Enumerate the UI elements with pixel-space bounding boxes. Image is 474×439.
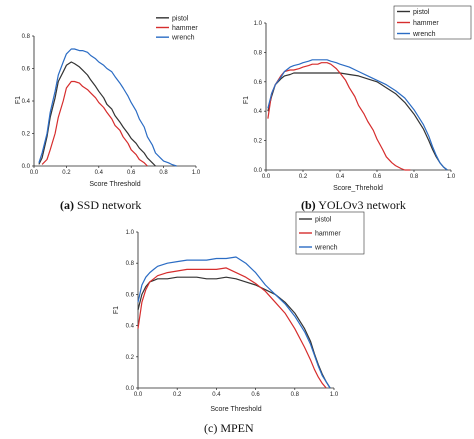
caption-b: (b) YOLOv3 network xyxy=(301,198,406,213)
chart-2-legend-label-wrench: wrench xyxy=(314,245,338,252)
chart-ssd: 0.0 0.2 0.4 0.6 0.8 1.0 0.0 0.2 0.4 0.6 0.8 Score T… xyxy=(15,15,201,188)
chart-1-xtick-label: 1.0 xyxy=(447,174,456,180)
chart-0-xtick-label: 1.0 xyxy=(192,170,201,176)
chart-2-xtick-label: 1.0 xyxy=(330,392,339,398)
chart-0-series-pistol xyxy=(38,61,156,167)
chart-1-legend-label-pistol: pistol xyxy=(413,9,430,16)
chart-1-ytick-label: 0.0 xyxy=(254,168,263,174)
caption-b-letter: (b) xyxy=(301,198,316,212)
chart-1-ytick-label: 0.4 xyxy=(254,109,263,115)
caption-a: (a) SSD network xyxy=(60,198,141,213)
chart-0-ytick-label: 0.4 xyxy=(22,99,31,105)
chart-1-series-pistol xyxy=(267,72,448,171)
chart-1-xlabel: Score_Threhold xyxy=(333,185,383,192)
caption-c: (c) MPEN xyxy=(204,421,254,436)
chart-1-xtick-label: 0.8 xyxy=(410,174,419,180)
chart-0-xlabel: Score Threshold xyxy=(89,181,140,188)
chart-2-xtick-label: 0.6 xyxy=(251,392,260,398)
chart-0-xtick-label: 0.0 xyxy=(30,170,39,176)
chart-1-ytick-label: 0.8 xyxy=(254,50,263,56)
chart-2-ytick-label: 0.4 xyxy=(126,324,135,330)
chart-0-series-hammer xyxy=(41,80,148,167)
chart-0-xtick-label: 0.2 xyxy=(62,170,71,176)
chart-0-ytick-label: 0.8 xyxy=(22,34,31,40)
chart-2-legend-label-hammer: hammer xyxy=(315,231,341,238)
caption-a-text: SSD network xyxy=(74,198,142,212)
chart-1-ylabel: F1 xyxy=(243,96,250,104)
chart-1-legend-label-wrench: wrench xyxy=(412,31,436,38)
chart-0-ytick-label: 0.2 xyxy=(22,132,31,138)
chart-2-xtick-label: 0.8 xyxy=(291,392,300,398)
chart-0-xtick-label: 0.4 xyxy=(95,170,104,176)
chart-2-xlabel: Score Threshold xyxy=(210,406,261,413)
chart-yolov3: 0.0 0.2 0.4 0.6 0.8 1.0 0.0 0.2 0.4 0.6 0.8 1.0 Scor… xyxy=(243,5,472,192)
chart-2-series-pistol xyxy=(137,276,331,389)
chart-1-series-wrench xyxy=(267,59,448,171)
chart-2-ytick-label: 0.6 xyxy=(126,292,135,298)
chart-1-ytick-label: 1.0 xyxy=(254,21,263,27)
chart-0-series-wrench xyxy=(38,48,177,167)
chart-2-ytick-label: 0.2 xyxy=(126,355,135,361)
chart-1-xtick-label: 0.4 xyxy=(336,174,345,180)
chart-0-ytick-label: 0.0 xyxy=(22,164,31,170)
chart-0-legend-label-pistol: pistol xyxy=(172,15,189,22)
chart-2-series-wrench xyxy=(137,256,331,389)
chart-0-xtick-label: 0.6 xyxy=(127,170,136,176)
chart-0-ytick-label: 0.6 xyxy=(22,67,31,73)
chart-0-xtick-label: 0.8 xyxy=(159,170,168,176)
caption-c-text: (c) MPEN xyxy=(204,421,254,435)
chart-2-ytick-label: 0.8 xyxy=(126,261,135,267)
chart-0-legend-label-hammer: hammer xyxy=(172,25,198,32)
chart-2-ylabel: F1 xyxy=(113,306,120,314)
chart-1-series-hammer xyxy=(267,62,411,171)
chart-2-xtick-label: 0.0 xyxy=(134,392,143,398)
chart-1-legend-label-hammer: hammer xyxy=(413,20,439,27)
chart-1-xtick-label: 0.6 xyxy=(373,174,382,180)
chart-2-series-hammer xyxy=(137,267,327,389)
chart-1-ytick-label: 0.6 xyxy=(254,80,263,86)
chart-2-xtick-label: 0.2 xyxy=(173,392,182,398)
chart-0-ylabel: F1 xyxy=(15,96,22,104)
chart-1-ytick-label: 0.2 xyxy=(254,139,263,145)
chart-0-legend-label-wrench: wrench xyxy=(171,35,195,42)
chart-2-ytick-label: 1.0 xyxy=(126,230,135,236)
caption-b-text: YOLOv3 network xyxy=(315,198,406,212)
chart-2-ytick-label: 0.0 xyxy=(126,386,135,392)
chart-2-legend-label-pistol: pistol xyxy=(315,217,332,224)
caption-a-letter: (a) xyxy=(60,198,74,212)
chart-1-xtick-label: 0.0 xyxy=(262,174,271,180)
chart-1-xtick-label: 0.2 xyxy=(299,174,308,180)
chart-2-xtick-label: 0.4 xyxy=(212,392,221,398)
